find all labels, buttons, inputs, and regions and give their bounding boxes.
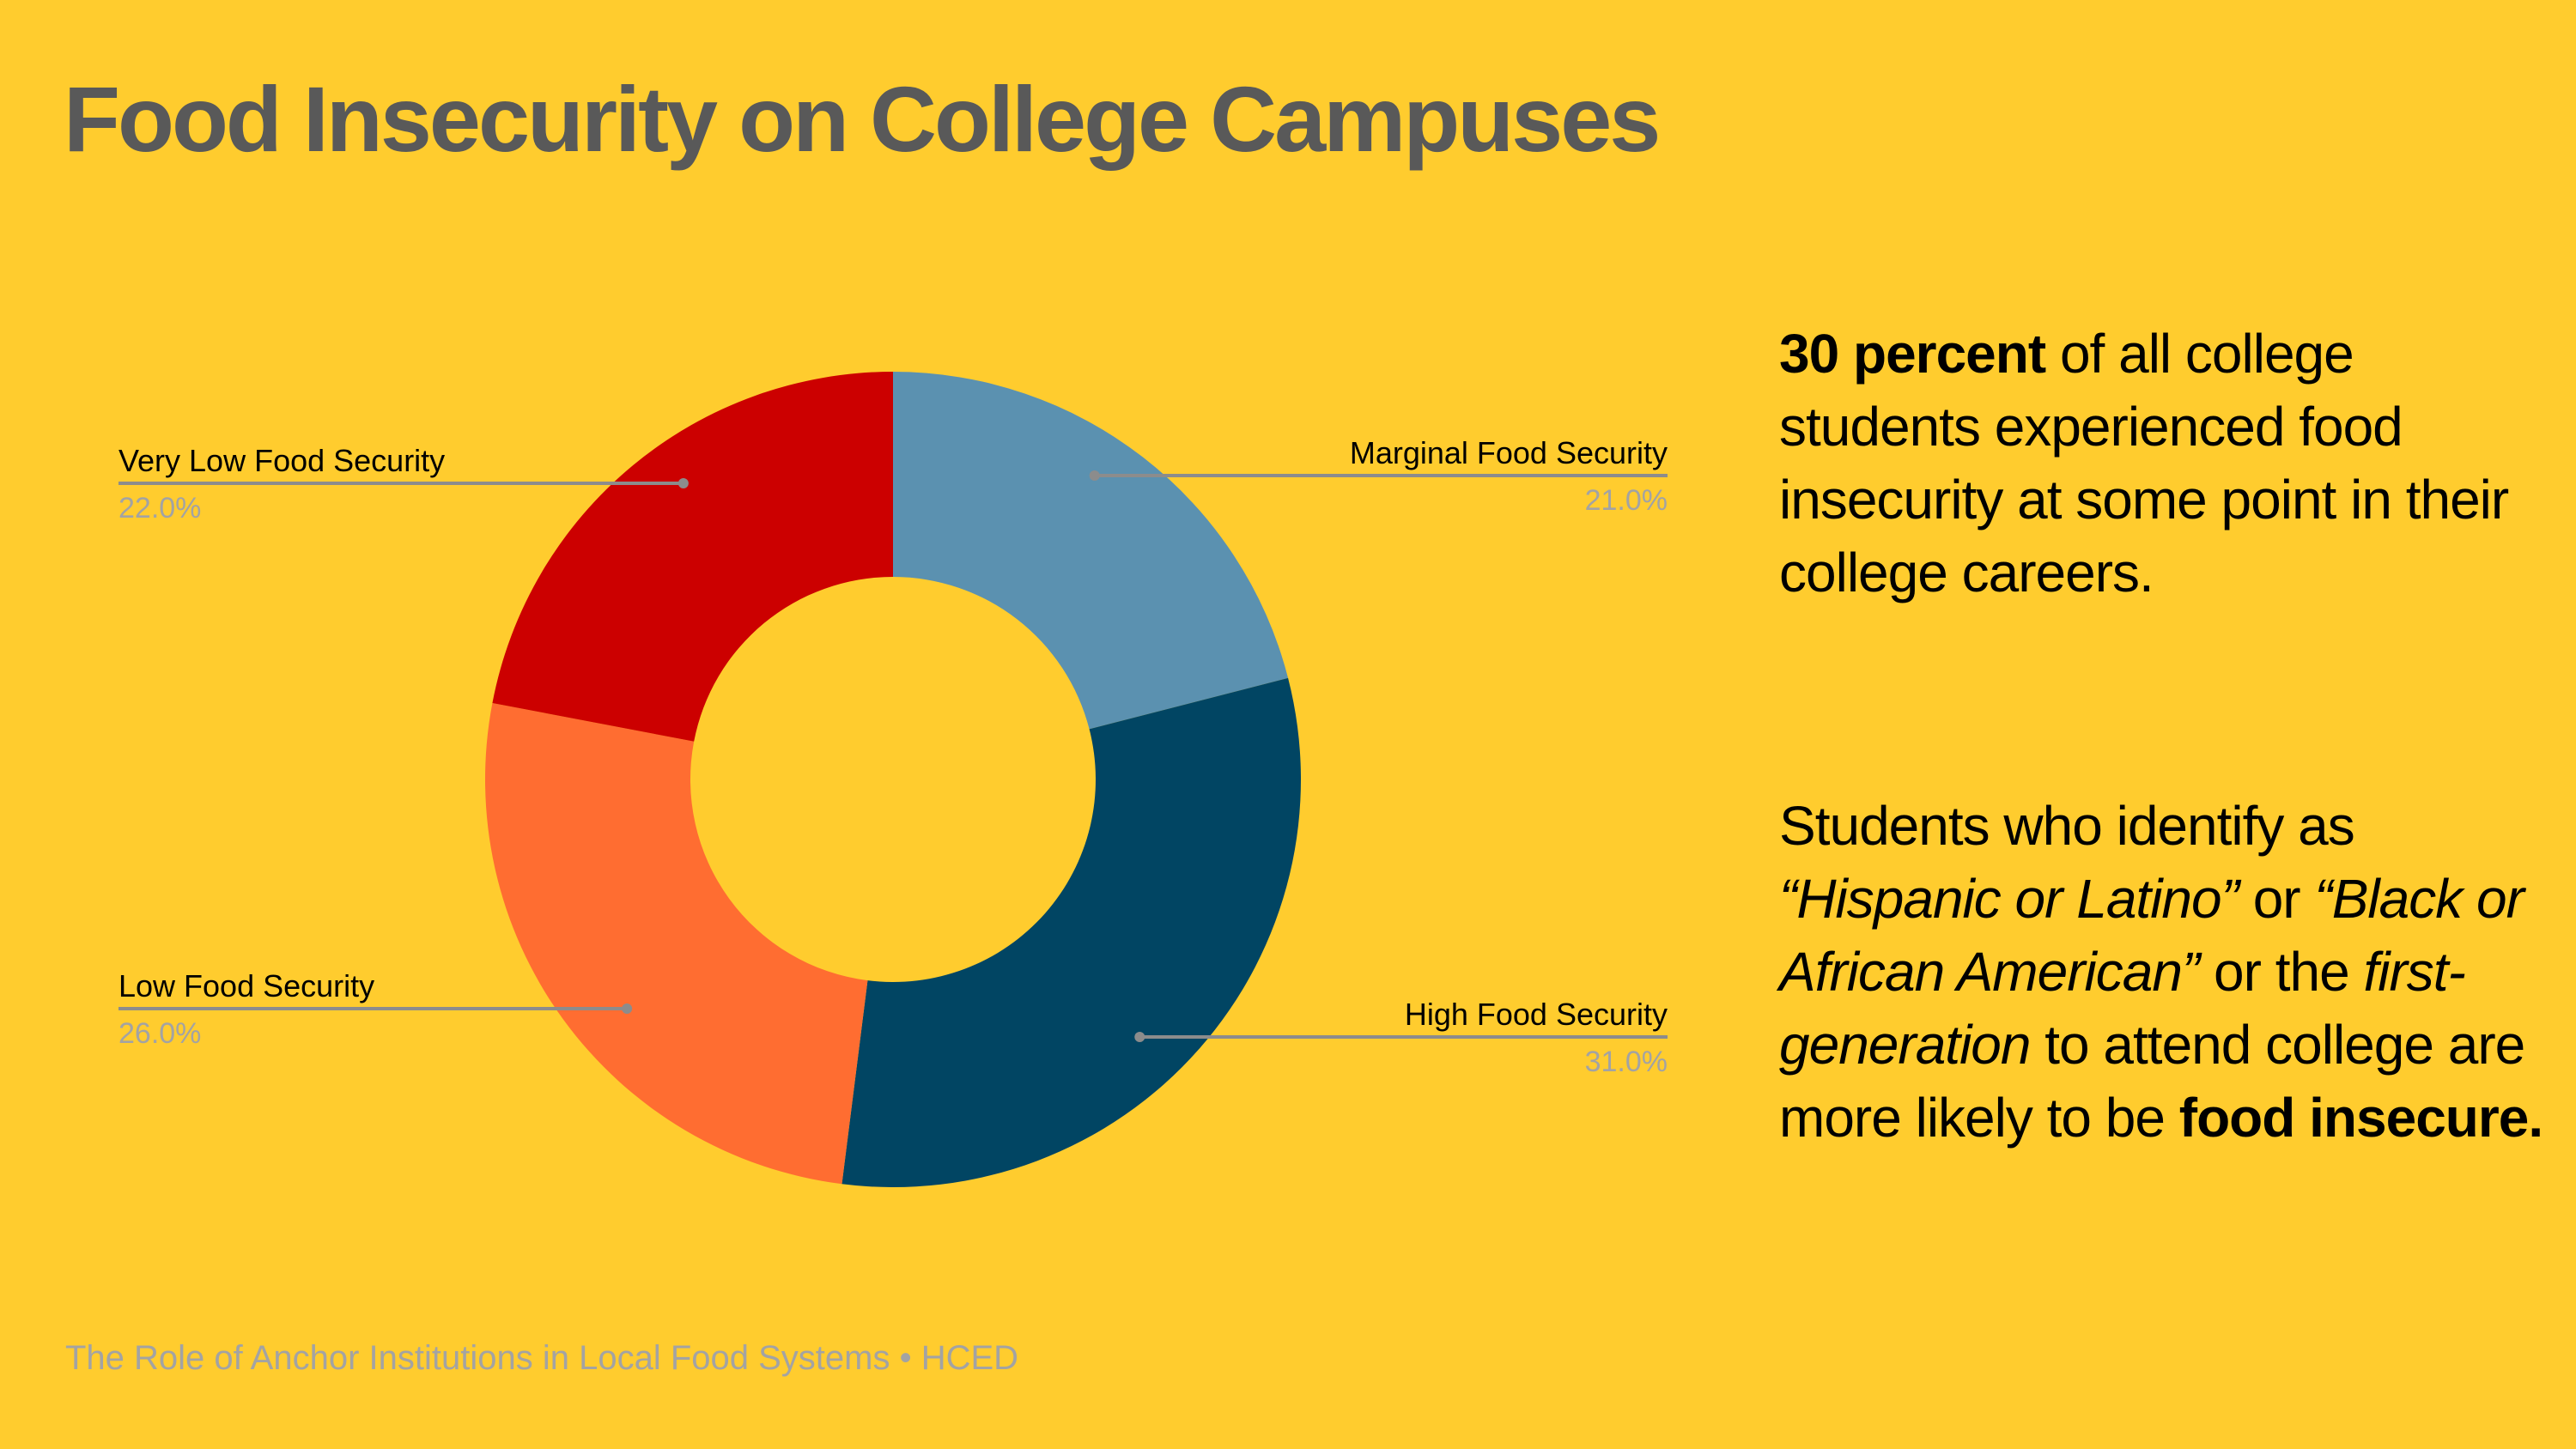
slice-label: Very Low Food Security	[118, 443, 445, 478]
donut-slice-marginal-food-security	[893, 372, 1289, 730]
chart-labels: Marginal Food Security 21.0% High Food Sec…	[118, 435, 1668, 1078]
demo-text-3: or the	[2199, 941, 2364, 1003]
donut-slice-very-low-food-security	[492, 372, 893, 742]
page-title: Food Insecurity on College Campuses	[64, 67, 1661, 171]
callout-dot	[1089, 470, 1100, 481]
demographics-paragraph: Students who identify as “Hispanic or La…	[1779, 790, 2552, 1155]
callout-dot	[677, 478, 689, 488]
slice-label: Low Food Security	[118, 968, 374, 1003]
slice-value: 31.0%	[1585, 1046, 1668, 1078]
donut-slice-high-food-security	[841, 677, 1301, 1187]
slice-value: 21.0%	[1585, 484, 1668, 517]
callout-dot	[622, 1003, 633, 1014]
demo-italic-2: “Black or African American”	[1779, 868, 2524, 1003]
stat-text: of all college students experienced food…	[1779, 323, 2509, 603]
demo-text-4: to attend college are more likely to be	[1779, 1014, 2525, 1149]
demo-italic-1: “Hispanic or Latino”	[1779, 868, 2239, 930]
demo-text-2: or	[2238, 868, 2315, 930]
slice-label: Marginal Food Security	[1350, 435, 1668, 470]
stat-highlight: 30 percent	[1779, 323, 2046, 385]
footer-text: The Role of Anchor Institutions in Local…	[65, 1339, 1019, 1377]
demo-bold: food insecure.	[2178, 1087, 2543, 1149]
donut-slice-low-food-security	[485, 702, 868, 1185]
chart-slices	[485, 372, 1301, 1187]
demo-italic-3: first-generation	[1779, 941, 2466, 1076]
stat-paragraph: 30 percent of all college students exper…	[1779, 318, 2552, 609]
slice-label: High Food Security	[1405, 997, 1668, 1032]
slice-value: 22.0%	[118, 492, 201, 524]
demo-text-1: Students who identify as	[1779, 795, 2355, 857]
callout-dot	[1134, 1032, 1145, 1042]
slice-value: 26.0%	[118, 1017, 201, 1050]
donut-chart: Marginal Food Security 21.0% High Food Sec…	[118, 372, 1668, 1187]
